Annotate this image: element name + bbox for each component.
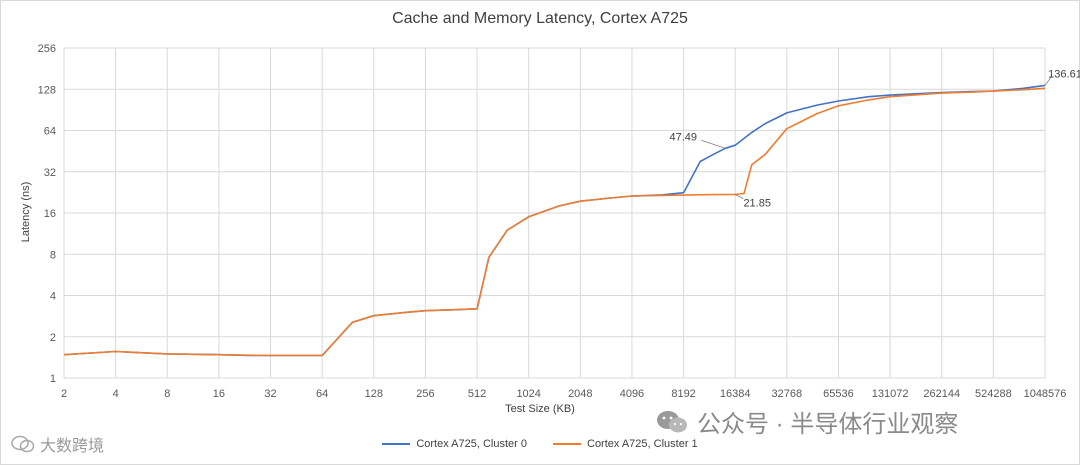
x-tick-label: 4 xyxy=(113,388,119,400)
x-axis-label: Test Size (KB) xyxy=(505,403,575,415)
x-tick-label: 4096 xyxy=(620,388,644,400)
y-tick-label: 64 xyxy=(44,126,56,138)
x-tick-label: 8 xyxy=(164,388,170,400)
y-tick-label: 256 xyxy=(38,43,56,55)
x-tick-label: 262144 xyxy=(923,388,960,400)
x-tick-labels: 2 4 8 16 32 64 128 256 512 1024 2048 4096 8192 16384 3… xyxy=(61,388,1066,400)
x-tick-label: 524288 xyxy=(975,388,1012,400)
chart-legend: Cortex A725, Cluster 0 Cortex A725, Clus… xyxy=(0,438,1080,450)
watermark-left: 大数跨境 xyxy=(10,432,104,456)
x-tick-label: 64 xyxy=(316,388,328,400)
y-tick-label: 1 xyxy=(50,373,56,385)
legend-item-cluster-1: Cortex A725, Cluster 1 xyxy=(553,438,698,450)
legend-label-cluster-0: Cortex A725, Cluster 0 xyxy=(416,438,527,450)
x-tick-label: 16 xyxy=(213,388,225,400)
x-tick-label: 2048 xyxy=(568,388,592,400)
watermark-right-text: 公众号 · 半导体行业观察 xyxy=(697,411,959,438)
chart-title: Cache and Memory Latency, Cortex A725 xyxy=(392,10,688,27)
y-tick-label: 8 xyxy=(50,249,56,261)
legend-swatch-cluster-0 xyxy=(382,443,411,445)
watermark-right: 公众号 · 半导体行业观察 xyxy=(655,404,958,439)
x-tick-label: 8192 xyxy=(671,388,695,400)
wechat-logo-icon xyxy=(11,435,35,453)
grid-layer xyxy=(63,47,1046,379)
x-tick-label: 128 xyxy=(365,388,383,400)
x-tick-label: 65536 xyxy=(823,388,854,400)
x-tick-label: 512 xyxy=(468,388,486,400)
x-tick-label: 131072 xyxy=(872,388,909,400)
x-tick-label: 1048576 xyxy=(1024,388,1067,400)
data-label: 47.49 xyxy=(669,131,697,143)
wechat-logo-icon xyxy=(657,410,687,432)
y-tick-label: 4 xyxy=(50,291,56,303)
data-label: 136.61 xyxy=(1048,68,1080,80)
x-tick-label: 256 xyxy=(416,388,434,400)
x-tick-label: 1024 xyxy=(516,388,540,400)
legend-label-cluster-1: Cortex A725, Cluster 1 xyxy=(587,438,698,450)
annotation-leader xyxy=(735,194,744,199)
y-axis-label: Latency (ns) xyxy=(20,181,32,243)
x-tick-label: 16384 xyxy=(720,388,751,400)
data-label: 21.85 xyxy=(743,197,771,209)
series-line-cluster-1 xyxy=(63,87,1046,357)
watermark-left-text: 大数跨境 xyxy=(40,438,105,455)
y-tick-label: 128 xyxy=(38,84,56,96)
legend-item-cluster-0: Cortex A725, Cluster 0 xyxy=(382,438,527,450)
y-tick-label: 32 xyxy=(44,167,56,179)
annotation-leader xyxy=(701,139,726,149)
series-line-cluster-0 xyxy=(63,84,1046,357)
annotation-layer: 47.49 21.85 136.61 xyxy=(669,68,1080,209)
y-tick-label: 2 xyxy=(50,332,56,344)
legend-swatch-cluster-1 xyxy=(553,443,581,445)
x-tick-label: 32768 xyxy=(772,388,803,400)
series-layer xyxy=(63,84,1046,357)
y-tick-label: 16 xyxy=(44,208,56,220)
y-tick-labels: 1 2 4 8 16 32 64 128 256 xyxy=(38,43,56,385)
x-tick-label: 2 xyxy=(61,388,67,400)
annotation-leader xyxy=(1044,77,1052,86)
x-tick-label: 32 xyxy=(264,388,276,400)
